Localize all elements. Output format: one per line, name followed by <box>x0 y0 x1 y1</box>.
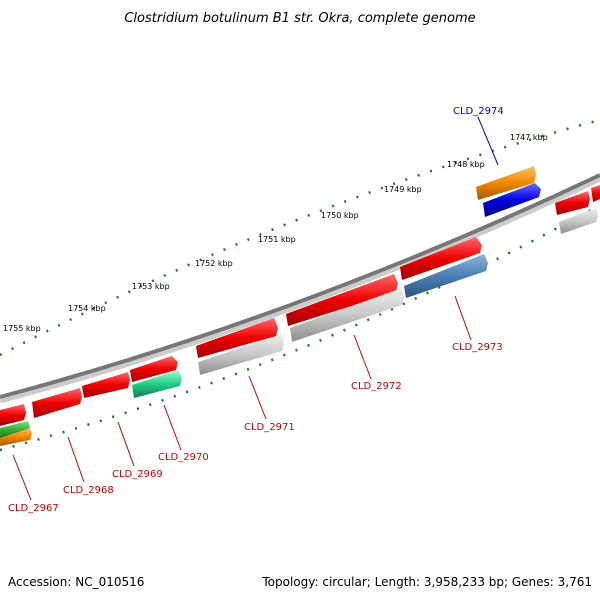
leader-line-cld-2970 <box>163 404 182 451</box>
gene-cld-2973[interactable] <box>404 254 488 298</box>
gene-cds-segment[interactable] <box>0 404 26 426</box>
gene-cds-segment[interactable] <box>196 318 278 358</box>
leader-line-cld-2972 <box>353 334 372 380</box>
map-title: Clostridium botulinum B1 str. Okra, comp… <box>124 11 475 26</box>
gene-teal-feature[interactable] <box>132 370 182 398</box>
gene-label-cld-2973[interactable]: CLD_2973 <box>452 342 503 353</box>
gene-cld-2974[interactable] <box>483 183 541 217</box>
tick-label-1751: 1751 kbp <box>258 235 296 244</box>
topology-text: Topology: circular; Length: 3,958,233 bp… <box>261 575 592 589</box>
gene-orange-feature[interactable] <box>476 166 536 200</box>
tick-label-1753: 1753 kbp <box>132 282 170 291</box>
gene-label-cld-2969[interactable]: CLD_2969 <box>112 469 163 480</box>
tick-label-1748: 1748 kbp <box>447 160 485 169</box>
tick-label-1755: 1755 kbp <box>3 324 41 333</box>
gene-gray-feature[interactable] <box>290 288 404 342</box>
tick-label-1752: 1752 kbp <box>195 259 233 268</box>
leader-line-cld-2969 <box>117 421 135 467</box>
gene-label-cld-2968[interactable]: CLD_2968 <box>63 485 114 496</box>
leader-line-cld-2968 <box>67 436 85 483</box>
genome-backbone-shadow <box>0 174 600 404</box>
leader-line-cld-2967 <box>12 454 32 501</box>
tick-label-1749: 1749 kbp <box>384 185 422 194</box>
gene-cds-segment[interactable] <box>555 191 590 215</box>
gene-label-cld-2967[interactable]: CLD_2967 <box>8 503 59 514</box>
gene-gray-feature[interactable] <box>198 334 284 375</box>
gene-orange-feature[interactable] <box>0 428 32 446</box>
leader-line-cld-2973 <box>454 295 472 341</box>
gene-cds-segment[interactable] <box>286 274 398 326</box>
gene-label-cld-2971[interactable]: CLD_2971 <box>244 422 295 433</box>
gene-cds-segment[interactable] <box>32 388 82 418</box>
genome-backbone <box>0 173 600 399</box>
tick-label-1750: 1750 kbp <box>321 211 359 220</box>
leader-line-cld-2971 <box>248 375 267 420</box>
gene-label-cld-2974[interactable]: CLD_2974 <box>453 106 504 117</box>
tick-label-1747: 1747 kbp <box>510 133 548 142</box>
gene-cds-segment[interactable] <box>591 185 600 202</box>
gene-gray-feature[interactable] <box>559 208 598 234</box>
tick-label-1754: 1754 kbp <box>68 304 106 313</box>
gene-label-cld-2970[interactable]: CLD_2970 <box>158 452 209 463</box>
gene-cds-segment[interactable] <box>400 237 482 280</box>
gene-green-feature[interactable] <box>0 421 30 440</box>
leader-line-cld-2974 <box>477 116 499 166</box>
accession-text: Accession: NC_010516 <box>8 575 144 589</box>
gene-cds-segment[interactable] <box>130 356 178 382</box>
gene-cds-segment[interactable] <box>82 372 130 398</box>
gene-label-cld-2972[interactable]: CLD_2972 <box>351 381 402 392</box>
